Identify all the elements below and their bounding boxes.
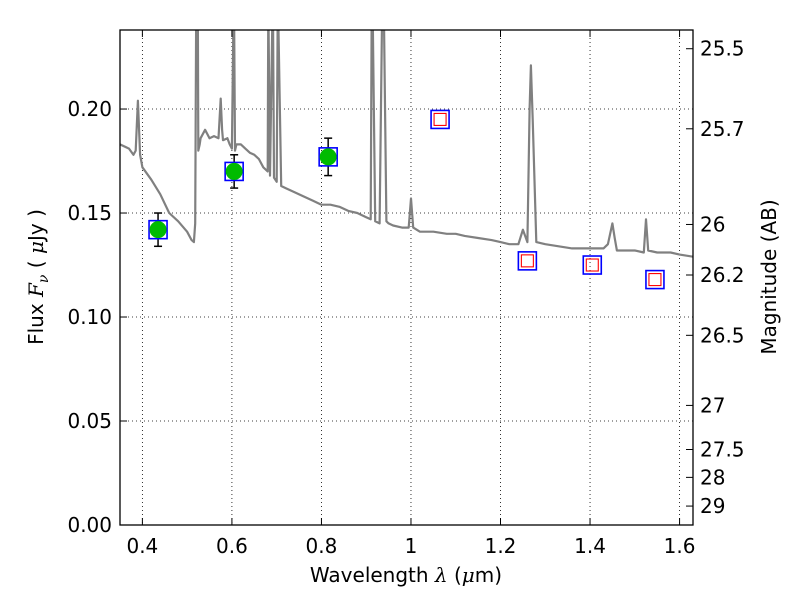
y-tick-label: 0.00: [67, 513, 112, 537]
y-tick-label: 0.05: [67, 409, 112, 433]
x-tick-label: 0.6: [216, 534, 248, 558]
y-tick-label: 0.20: [67, 97, 112, 121]
y-axis-title: Flux Fν ( μJy ): [24, 209, 52, 345]
model-point: [517, 251, 538, 271]
y2-tick-label: 27: [700, 393, 725, 417]
model-box: [645, 269, 665, 290]
y2-axis-title: Magnitude (AB): [757, 199, 781, 354]
y-tick-label: 0.15: [67, 201, 112, 225]
x-axis-title: Wavelength λ (μm): [310, 563, 502, 587]
y2-tick-label: 26.2: [700, 263, 745, 287]
y2-tick-label: 25.5: [700, 37, 745, 61]
detection-point: [318, 137, 338, 177]
model-point: [430, 109, 450, 130]
model-box: [582, 255, 603, 275]
x-tick-label: 1: [405, 534, 418, 558]
x-tick-label: 1.4: [574, 534, 606, 558]
model-marker: [585, 258, 599, 272]
x-tick-label: 0.4: [126, 534, 158, 558]
detection-point: [148, 212, 168, 248]
y-tick-label: 0.10: [67, 305, 112, 329]
grid: [120, 30, 693, 526]
y2-tick-label: 27.5: [700, 438, 745, 462]
model-point: [582, 255, 603, 275]
model-marker: [433, 112, 447, 126]
model-marker: [520, 254, 534, 268]
axis-ticks: 0.4 0.6 0.8 1 1.2 1.4 1.6 0.00 0.05 0.10 0.15 0.20 2…: [67, 30, 745, 558]
model-box: [148, 219, 168, 240]
y2-tick-label: 25.7: [700, 117, 745, 141]
y2-tick-label: 26: [700, 212, 725, 236]
x-tick-label: 0.8: [306, 534, 338, 558]
x-tick-label: 1.2: [485, 534, 517, 558]
model-sed-line: [120, 30, 693, 258]
photometry-markers: [148, 109, 665, 290]
x-tick-label: 1.6: [664, 534, 696, 558]
model-box: [517, 251, 538, 271]
model-box: [318, 147, 338, 167]
plot-area: [120, 30, 693, 290]
detection-point: [224, 154, 244, 189]
model-box: [224, 161, 244, 182]
model-box: [430, 109, 450, 130]
plot-frame: [119, 29, 694, 526]
model-point: [645, 269, 665, 290]
model-marker: [648, 273, 662, 287]
y2-tick-label: 26.5: [700, 323, 745, 347]
detection-marker: [149, 221, 167, 239]
y2-tick-label: 28: [700, 465, 725, 489]
y2-tick-label: 29: [700, 494, 725, 518]
detection-marker: [225, 162, 243, 180]
detection-marker: [319, 148, 337, 166]
